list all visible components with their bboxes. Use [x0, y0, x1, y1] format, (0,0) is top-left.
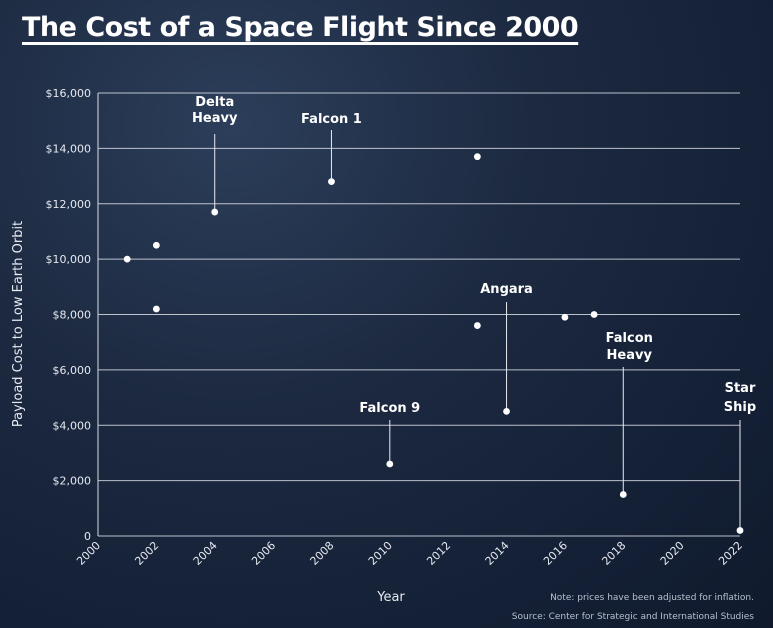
y-axis-ticks: 0 $2,000 $4,000 $6,000 $8,000 $10,000 $12,000 $… — [46, 87, 92, 543]
data-points — [123, 153, 744, 534]
annotation-label: Falcon 9 — [359, 401, 420, 416]
data-point — [123, 255, 131, 263]
y-tick-label: $8,000 — [53, 309, 92, 322]
y-tick-label: $12,000 — [46, 198, 92, 211]
data-point — [561, 313, 569, 321]
y-tick-label: 0 — [84, 530, 91, 543]
y-tick-label: $4,000 — [53, 419, 92, 432]
x-tick-label: 2000 — [74, 539, 103, 568]
data-point — [386, 460, 394, 468]
data-point — [619, 491, 627, 498]
chart-title: The Cost of a Space Flight Since 2000 — [22, 12, 579, 43]
x-tick-label: 2014 — [483, 539, 512, 568]
x-tick-label: 2010 — [366, 539, 395, 568]
annotation-label: Star Ship — [724, 381, 756, 415]
y-tick-label: $10,000 — [46, 253, 92, 266]
data-point — [503, 408, 510, 415]
data-point — [328, 178, 335, 186]
data-point — [736, 527, 744, 534]
annotation-label: Delta Heavy — [192, 95, 238, 126]
annotation-labels: Delta Heavy Falcon 1 Falcon 9 Angara Falcon He… — [192, 95, 756, 416]
x-axis-ticks: 2000 2002 2004 2006 2008 2010 2012 2014 2016 2018… — [74, 539, 745, 568]
annotation-leaders — [214, 130, 741, 528]
y-axis-title: Payload Cost to Low Earth Orbit — [11, 221, 26, 427]
data-point — [152, 241, 160, 249]
x-tick-label: 2022 — [716, 539, 745, 568]
data-point — [211, 208, 219, 216]
x-tick-label: 2008 — [308, 539, 337, 568]
data-point — [152, 305, 160, 313]
annotation-label: Falcon 1 — [301, 112, 362, 127]
annotation-label: Angara — [480, 282, 533, 297]
data-point — [473, 153, 481, 161]
y-tick-label: $14,000 — [46, 142, 92, 155]
data-point — [590, 311, 598, 318]
inflation-note: Note: prices have been adjusted for infl… — [550, 593, 754, 603]
gridlines — [97, 92, 740, 537]
x-tick-label: 2020 — [658, 539, 687, 568]
y-tick-label: $16,000 — [46, 87, 92, 100]
x-tick-label: 2002 — [132, 539, 161, 568]
y-tick-label: $6,000 — [53, 364, 92, 377]
annotation-label: Falcon Heavy — [606, 331, 653, 363]
x-tick-label: 2018 — [599, 539, 628, 568]
y-tick-label: $2,000 — [53, 475, 92, 488]
source-note: Source: Center for Strategic and Interna… — [512, 612, 755, 622]
x-tick-label: 2016 — [541, 539, 570, 568]
x-axis-title: Year — [376, 590, 405, 605]
x-tick-label: 2006 — [249, 539, 278, 568]
x-tick-label: 2012 — [424, 539, 453, 568]
data-point — [473, 322, 481, 329]
x-tick-label: 2004 — [191, 539, 220, 568]
